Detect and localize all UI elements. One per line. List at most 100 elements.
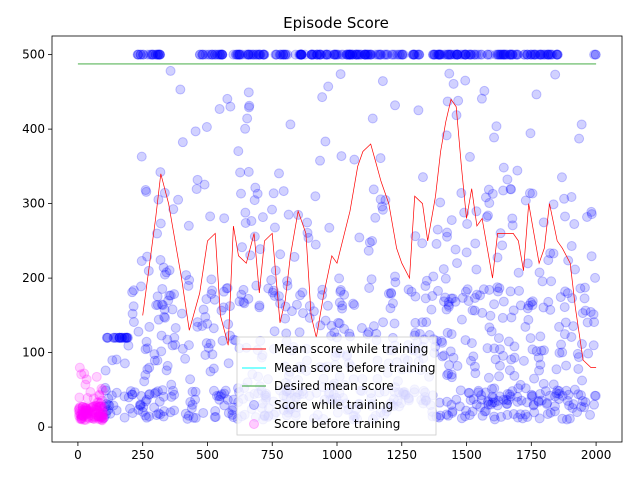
scatter-point-training <box>216 49 227 60</box>
scatter-point-training <box>271 49 282 60</box>
scatter-point-training <box>368 184 379 195</box>
scatter-point-training <box>337 49 348 60</box>
scatter-point-training <box>519 49 530 60</box>
scatter-point-before <box>74 411 85 422</box>
scatter-point-training <box>152 291 163 302</box>
scatter-point-training <box>160 312 171 323</box>
scatter-point-training <box>451 394 462 405</box>
scatter-point-training <box>441 396 452 407</box>
legend-label-score-before: Score before training <box>274 417 400 431</box>
scatter-point-training <box>205 366 216 377</box>
scatter-point-training <box>538 345 549 356</box>
scatter-point-before <box>97 395 108 406</box>
scatter-point-before <box>98 413 109 424</box>
scatter-point-training <box>523 314 534 325</box>
scatter-point-training <box>283 209 294 220</box>
scatter-point-before <box>95 398 106 409</box>
legend-swatch-score-training <box>249 400 259 410</box>
scatter-point-training <box>523 300 534 311</box>
scatter-point-before <box>79 411 90 422</box>
scatter-point-training <box>441 304 452 315</box>
scatter-point-training <box>538 49 549 60</box>
scatter-point-training <box>408 49 419 60</box>
scatter-point-training <box>489 132 500 143</box>
scatter-point-training <box>509 341 520 352</box>
scatter-point-training <box>167 304 178 315</box>
scatter-point-training <box>356 323 367 334</box>
scatter-point-training <box>213 49 224 60</box>
scatter-point-training <box>545 304 556 315</box>
scatter-point-training <box>125 386 136 397</box>
scatter-point-training <box>267 204 278 215</box>
scatter-point-training <box>576 339 587 350</box>
scatter-point-before <box>93 410 104 421</box>
scatter-point-training <box>134 400 145 411</box>
scatter-point-training <box>448 352 459 363</box>
scatter-point-training <box>141 186 152 197</box>
scatter-point-training <box>190 126 201 137</box>
scatter-point-training <box>489 383 500 394</box>
scatter-point-training <box>421 317 432 328</box>
scatter-point-before <box>92 404 103 415</box>
scatter-point-training <box>258 49 269 60</box>
scatter-point-training <box>203 49 214 60</box>
scatter-point-training <box>442 231 453 242</box>
scatter-point-training <box>275 249 286 260</box>
scatter-point-training <box>511 49 522 60</box>
scatter-point-training <box>258 49 269 60</box>
scatter-point-training <box>150 49 161 60</box>
scatter-point-training <box>231 49 242 60</box>
scatter-point-training <box>243 166 254 177</box>
scatter-point-training <box>546 49 557 60</box>
scatter-point-training <box>443 49 454 60</box>
scatter-point-training <box>590 272 601 283</box>
scatter-point-before <box>83 405 94 416</box>
scatter-point-training <box>101 398 112 409</box>
scatter-point-training <box>206 274 217 285</box>
scatter-point-before <box>81 409 92 420</box>
scatter-point-training <box>538 217 549 228</box>
scatter-point-training <box>577 308 588 319</box>
scatter-point-training <box>187 386 198 397</box>
x-tick-label: 1500 <box>451 448 482 462</box>
scatter-point-training <box>469 49 480 60</box>
scatter-point-training <box>201 294 212 305</box>
scatter-point-before <box>81 403 92 414</box>
scatter-point-training <box>507 49 518 60</box>
scatter-point-training <box>532 49 543 60</box>
scatter-point-before <box>89 411 100 422</box>
scatter-point-training <box>473 385 484 396</box>
scatter-point-training <box>344 49 355 60</box>
scatter-point-training <box>381 49 392 60</box>
scatter-point-training <box>205 211 216 222</box>
scatter-point-training <box>353 49 364 60</box>
scatter-point-training <box>389 49 400 60</box>
scatter-point-training <box>498 296 509 307</box>
x-tick-label: 250 <box>131 448 154 462</box>
scatter-point-training <box>496 49 507 60</box>
scatter-point-training <box>296 49 307 60</box>
scatter-point-training <box>464 49 475 60</box>
scatter-point-training <box>566 331 577 342</box>
scatter-point-training <box>307 49 318 60</box>
scatter-point-training <box>122 332 133 343</box>
scatter-point-training <box>434 49 445 60</box>
legend-label-mean-before: Mean score before training <box>274 361 436 375</box>
scatter-point-training <box>329 49 340 60</box>
scatter-point-training <box>330 49 341 60</box>
scatter-point-training <box>142 343 153 354</box>
scatter-point-before <box>80 409 91 420</box>
scatter-point-training <box>543 49 554 60</box>
scatter-point-training <box>563 255 574 266</box>
scatter-point-training <box>552 49 563 60</box>
scatter-point-training <box>212 49 223 60</box>
scatter-point-training <box>533 396 544 407</box>
scatter-point-training <box>119 412 130 423</box>
scatter-point-training <box>361 49 372 60</box>
scatter-point-before <box>83 411 94 422</box>
scatter-point-training <box>570 264 581 275</box>
scatter-point-training <box>141 336 152 347</box>
scatter-point-before <box>88 411 99 422</box>
scatter-point-training <box>238 284 249 295</box>
scatter-point-training <box>490 354 501 365</box>
